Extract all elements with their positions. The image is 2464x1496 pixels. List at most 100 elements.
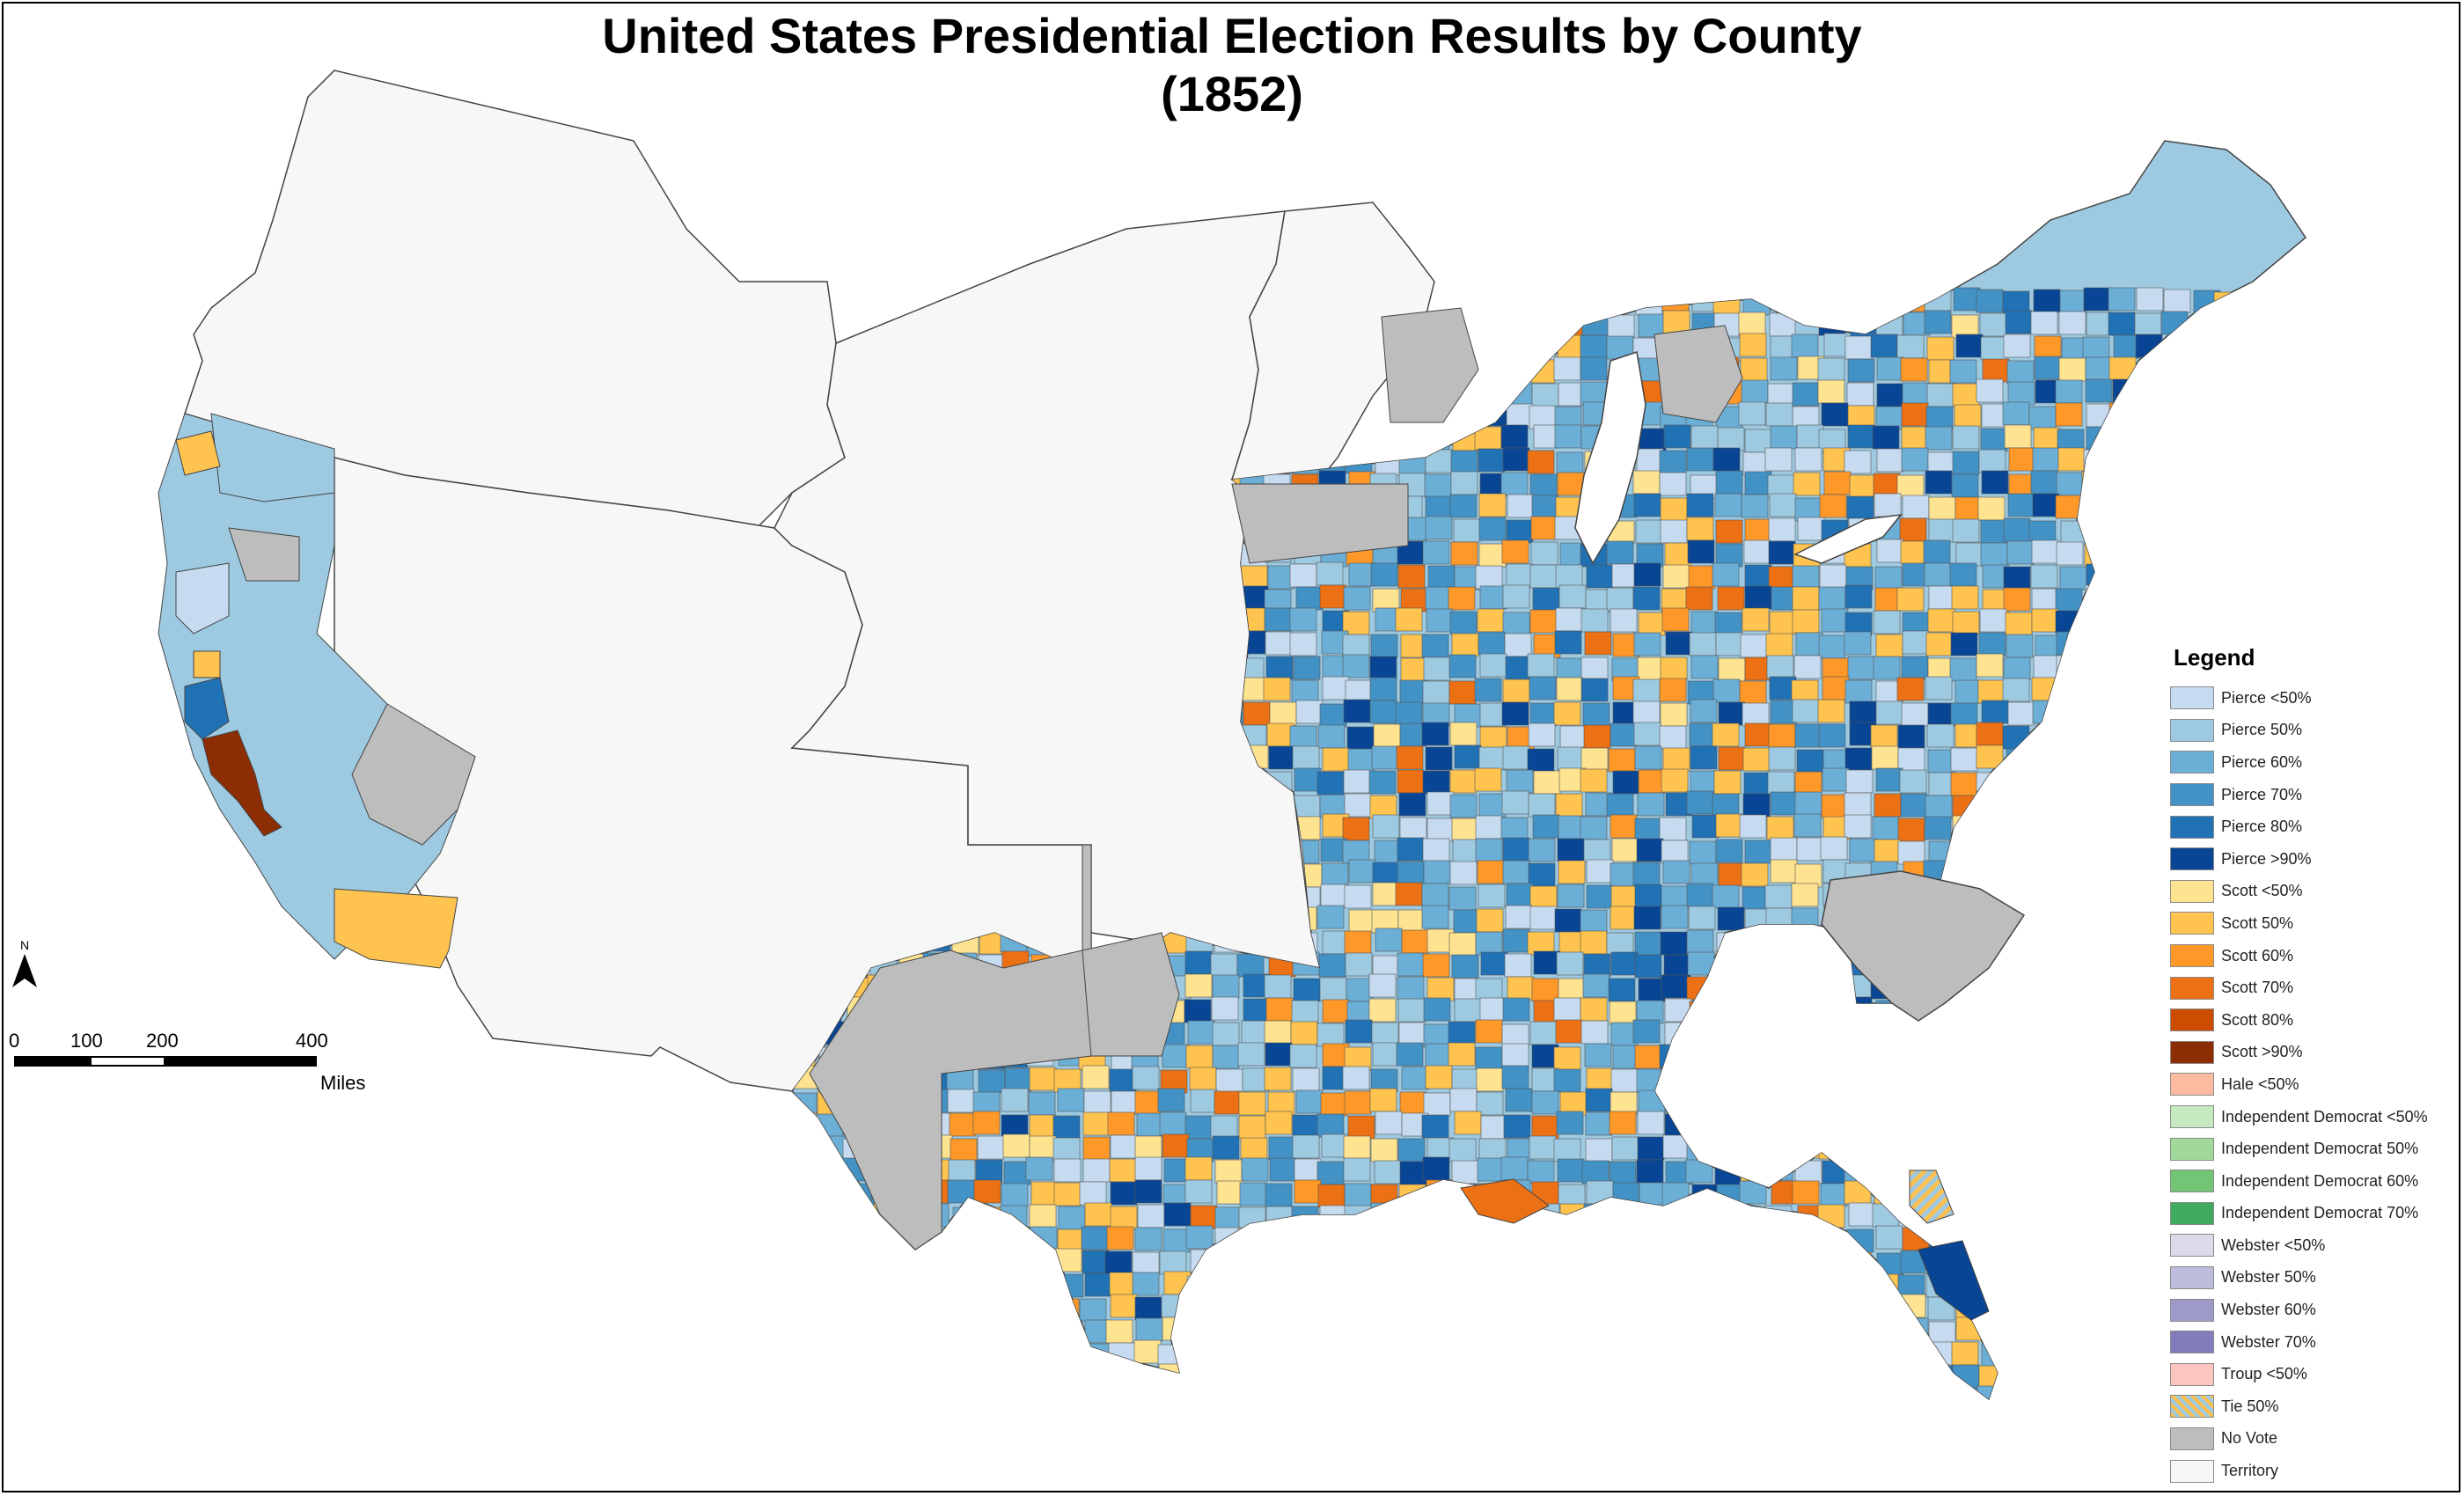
county [1269,1157,1297,1182]
county [1558,1272,1587,1297]
county [1876,539,1904,563]
county [1610,722,1638,747]
county [1847,424,1875,449]
county [1215,1068,1243,1093]
county [1265,1363,1293,1388]
county [1532,587,1560,612]
county [1346,1250,1375,1274]
county [2295,359,2306,384]
county [1375,1339,1403,1364]
county [841,1341,869,1366]
county [1769,1042,1797,1067]
county [1903,1344,1931,1368]
county [1794,497,1822,522]
county [1796,837,1824,862]
county [1450,450,1478,474]
county [2007,1021,2035,1045]
county [1791,679,1819,704]
county [1980,336,2008,361]
county [1475,1046,1503,1071]
county [1477,608,1505,633]
county [1925,470,1953,495]
county [1664,1113,1692,1138]
county [1559,1386,1588,1399]
county [2266,359,2294,384]
county [1738,312,1766,336]
county [2056,954,2084,979]
county [792,1182,819,1206]
county [1163,1202,1192,1227]
county [1980,1136,2008,1161]
county [1611,838,1639,862]
county [1771,931,1799,956]
county [2057,1342,2085,1367]
county [1580,678,1609,702]
california-north-gold [175,430,221,476]
county [2109,1251,2138,1276]
county [1243,701,1271,726]
county [1133,1339,1162,1364]
county [2138,977,2166,1001]
county [2109,1161,2138,1185]
county [1902,630,1930,655]
county [1507,313,1535,338]
county [2110,815,2138,840]
county [1478,448,1506,473]
county [1632,678,1661,703]
county [1872,1090,1900,1115]
county [1448,1138,1477,1162]
county [897,1295,925,1320]
county [1661,607,1690,632]
legend-label: Independent Democrat <50% [2221,1107,2428,1126]
county [1344,884,1372,909]
county [1106,1388,1134,1399]
county [2002,813,2030,838]
county [1665,1089,1693,1113]
county [2083,449,2111,473]
county [1506,519,1534,544]
county [1951,1045,1979,1069]
county [1770,1089,1798,1113]
county [1397,1138,1426,1162]
county [1558,584,1587,609]
county [1925,795,1953,819]
county [1634,884,1662,908]
county [1903,1019,1931,1044]
county [1929,1137,1957,1162]
county [1264,1228,1292,1253]
county [873,1294,901,1318]
county [1295,586,1324,611]
county [1263,1250,1291,1274]
county [1660,702,1688,727]
county [1607,1225,1635,1250]
county [1554,1229,1582,1254]
county [2029,1321,2057,1346]
county [2298,562,2306,587]
county [1295,1249,1324,1273]
county [1266,1388,1294,1399]
county [1475,838,1503,862]
county [2135,839,2163,863]
county [1981,470,2009,495]
county [1533,770,1561,795]
county [1586,1180,1614,1205]
county [1739,1065,1767,1089]
county [1796,749,1824,774]
county [1770,1111,1798,1136]
county [1559,725,1588,750]
county [1717,427,1745,451]
county [1214,1294,1242,1319]
county [1822,767,1850,792]
county [1818,998,1846,1023]
county [1554,424,1582,449]
county [1453,518,1481,543]
county [1373,723,1401,748]
county [1450,541,1478,566]
county [1744,518,1772,543]
county [1819,494,1847,518]
county [1690,655,1719,679]
county [1399,1317,1427,1342]
county [1316,1386,1345,1399]
county [1478,517,1507,541]
county [1926,723,1954,748]
